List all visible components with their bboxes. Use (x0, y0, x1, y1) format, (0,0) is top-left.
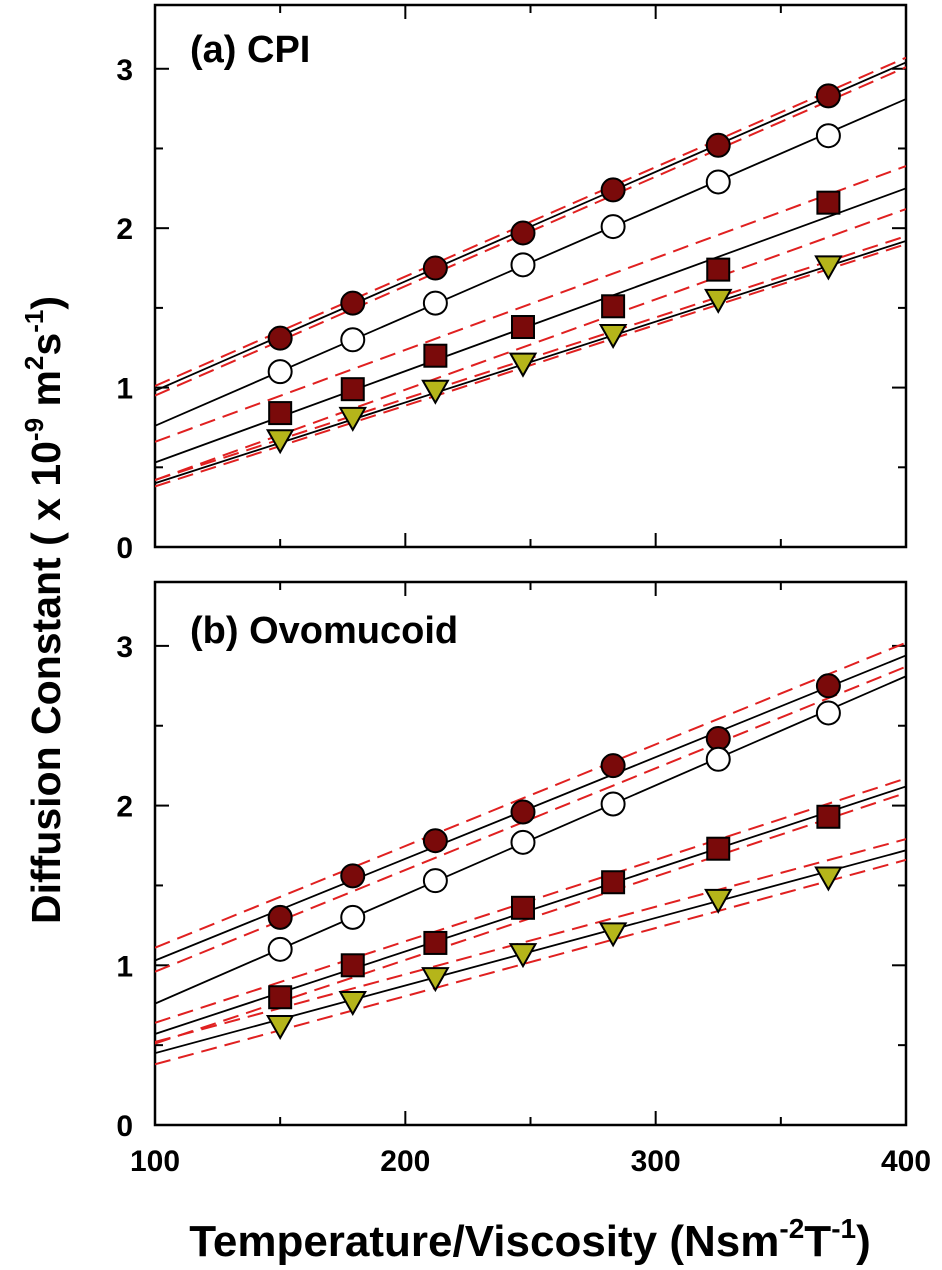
data-point-circle (340, 863, 366, 889)
x-tick-label: 300 (631, 1145, 681, 1178)
y-tick-label: 2 (116, 213, 133, 246)
data-point-circle (422, 290, 448, 316)
data-point-square (816, 804, 841, 829)
confidence-band-lower (155, 858, 906, 1066)
x-axis-title-sup1: -2 (779, 1213, 804, 1244)
panel-a-cpi: 0 1 2 3 (a) CPI (116, 3, 908, 565)
x-tick-label: 400 (881, 1145, 931, 1178)
panel-title: (a) CPI (190, 29, 310, 71)
y-axis-title-end: ) (23, 296, 69, 310)
x-axis-title-main: Temperature/Viscosity (Nsm (189, 1217, 779, 1266)
data-point-triangle (265, 429, 295, 455)
confidence-band-upper (155, 838, 906, 1043)
data-point-triangle (704, 888, 733, 914)
data-point-triangle (814, 866, 843, 892)
data-point-circle (815, 700, 841, 726)
panel-title: (b) Ovomucoid (190, 610, 458, 652)
data-point-square (601, 294, 626, 319)
y-tick-label: 0 (116, 532, 133, 565)
plot-frame (153, 580, 908, 1127)
data-point-circle (815, 83, 841, 109)
data-point-triangle (508, 943, 538, 969)
data-point-circle (267, 359, 293, 385)
data-point-circle (705, 169, 731, 195)
data-point-triangle (421, 379, 450, 405)
data-point-triangle (338, 406, 367, 432)
data-point-triangle (421, 967, 450, 993)
data-point-circle (510, 220, 536, 246)
data-point-square (268, 401, 293, 426)
data-point-square (340, 377, 365, 402)
x-tick-label: 100 (130, 1145, 180, 1178)
data-point-circle (705, 746, 731, 772)
data-point-triangle (704, 288, 733, 314)
data-point-triangle (508, 352, 538, 378)
data-point-circle (267, 936, 293, 962)
data-point-circle (340, 904, 366, 930)
data-point-circle (340, 327, 366, 353)
y-axis-title-sup3: -1 (19, 310, 49, 333)
data-point-circle (267, 325, 293, 351)
data-markers (265, 83, 843, 455)
data-point-square (340, 953, 365, 978)
data-point-square (423, 343, 448, 368)
data-point-square (816, 190, 841, 215)
x-axis-title-mid: T (804, 1217, 831, 1266)
y-tick-label: 1 (116, 950, 133, 983)
y-tick-label: 3 (116, 54, 133, 87)
data-point-square (510, 315, 535, 340)
data-point-square (510, 895, 535, 920)
data-point-circle (600, 753, 626, 779)
data-point-circle (705, 726, 731, 752)
x-axis-title-end: ) (856, 1217, 871, 1266)
y-tick-label: 3 (116, 631, 133, 664)
plot-frame (153, 3, 908, 549)
x-tick-label: 200 (380, 1145, 430, 1178)
data-point-circle (510, 799, 536, 825)
y-tick-label: 1 (116, 373, 133, 406)
confidence-band-upper (155, 641, 906, 949)
data-point-circle (510, 829, 536, 855)
confidence-band-upper (155, 165, 906, 443)
data-point-triangle (265, 1014, 295, 1041)
data-point-circle (340, 290, 366, 316)
y-axis-title-sup1: -9 (19, 418, 49, 441)
data-point-square (268, 985, 293, 1010)
data-point-circle (600, 214, 626, 240)
y-tick-label: 0 (116, 1110, 133, 1143)
data-point-triangle (814, 255, 843, 281)
data-point-circle (705, 132, 731, 158)
data-point-circle (510, 252, 536, 278)
data-point-circle (422, 868, 448, 894)
data-point-circle (815, 123, 841, 149)
data-point-square (423, 930, 448, 955)
data-point-circle (422, 828, 448, 854)
confidence-band-lower (155, 208, 906, 481)
fit-lines (155, 641, 906, 1066)
data-markers (265, 673, 843, 1041)
panel-b-ovomucoid: 0 1 2 3 100 200 300 400 (b) Ovomucoid (116, 580, 931, 1178)
y-axis-title-sup2: 2 (19, 356, 49, 370)
data-point-triangle (598, 922, 628, 948)
x-axis-title-sup2: -1 (831, 1213, 856, 1244)
data-point-circle (600, 177, 626, 203)
confidence-band-lower (155, 243, 906, 488)
y-axis-title-mid2: s (23, 333, 69, 356)
data-point-triangle (338, 991, 367, 1017)
data-point-circle (267, 904, 293, 930)
data-point-circle (600, 791, 626, 817)
data-point-circle (422, 255, 448, 281)
confidence-band-upper (155, 56, 906, 387)
data-point-square (706, 257, 731, 282)
x-axis-title: Temperature/Viscosity (Nsm-2T-1) (189, 1213, 871, 1266)
data-point-circle (815, 673, 841, 699)
y-axis-title: Diffusion Constant ( x 10-9 m2s-1) (19, 296, 69, 924)
y-tick-label: 2 (116, 791, 133, 824)
data-point-square (601, 870, 626, 895)
data-point-triangle (598, 323, 628, 350)
data-point-square (706, 836, 731, 861)
y-axis-title-main: Diffusion Constant ( x 10 (23, 441, 69, 924)
y-axis-title-mid: m (23, 370, 69, 418)
